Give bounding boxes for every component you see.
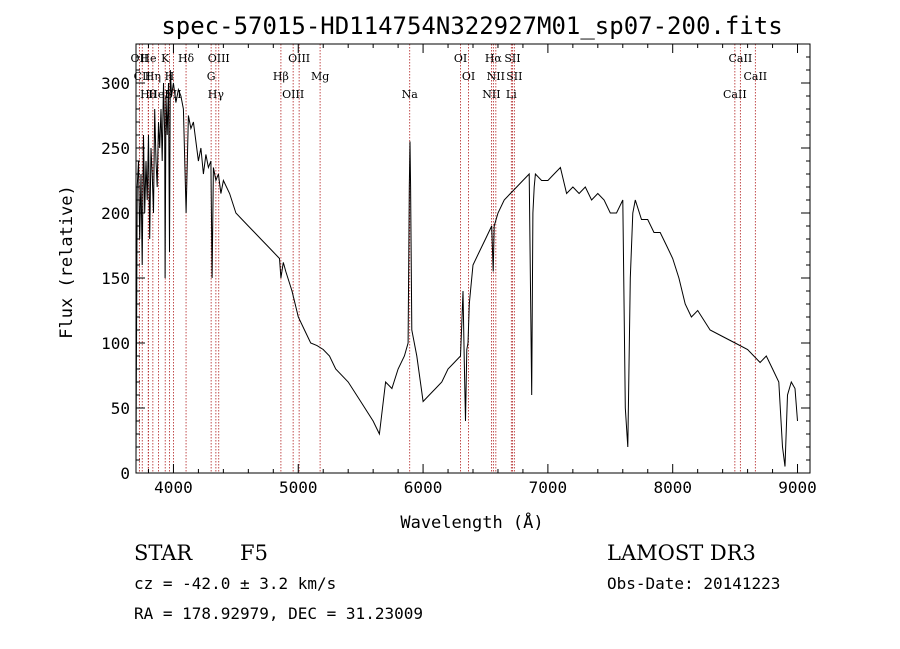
spectral-line-label: CaII	[743, 70, 767, 83]
spectral-line-label: CaII	[723, 88, 747, 101]
x-axis-ticks: 4000 5000 6000 7000 8000 9000	[147, 44, 817, 497]
y-tick-label: 150	[101, 269, 130, 288]
y-axis-label: Flux (relative)	[57, 185, 77, 339]
spectral-line-label: Hβ	[273, 70, 289, 83]
x-tick-label: 7000	[529, 478, 568, 497]
y-tick-label: 250	[101, 139, 130, 158]
x-tick-label: 6000	[404, 478, 443, 497]
spectral-line-label: SII	[506, 70, 522, 83]
spectral-line-labels: OIICIIHθHeHηHeIKHSIIHδGHγOIIIHβOIIIOIIIM…	[131, 52, 768, 101]
spectral-line-label: OIII	[282, 88, 304, 101]
spectral-line-label: He	[140, 52, 156, 65]
object-subclass: F5	[240, 541, 268, 565]
x-tick-label: 5000	[279, 478, 318, 497]
y-tick-label: 100	[101, 334, 130, 353]
spectral-line-label: CaII	[729, 52, 753, 65]
spectral-line-label: Hδ	[178, 52, 195, 65]
spectral-line-label: Mg	[311, 70, 329, 83]
spectral-line-label: SII	[504, 52, 520, 65]
y-tick-label: 0	[120, 464, 130, 483]
y-tick-label: 50	[111, 399, 130, 418]
x-tick-label: 9000	[778, 478, 817, 497]
y-axis-ticks: 0 50 100 150 200 250 300	[101, 56, 810, 483]
redshift-velocity: cz = -42.0 ± 3.2 km/s	[134, 574, 336, 593]
spectral-line-label: NII	[487, 70, 505, 83]
plot-frame	[135, 43, 811, 474]
spectral-line-label: G	[207, 70, 216, 83]
spectral-line-label: OI	[462, 70, 475, 83]
coordinates: RA = 178.92979, DEC = 31.23009	[134, 604, 423, 623]
spectral-line-label: OIII	[288, 52, 310, 65]
spectral-line-label: OIII	[208, 52, 230, 65]
spectral-line-label: K	[161, 52, 170, 65]
spectral-line-label: Hθ	[140, 88, 157, 101]
spectral-line-label: CII	[134, 70, 151, 83]
spectral-line-label: SII	[165, 88, 181, 101]
spectral-line-label: Na	[402, 88, 419, 101]
spectral-line-label: OII	[131, 52, 149, 65]
spectral-line-label: Hγ	[208, 88, 225, 101]
y-tick-label: 300	[101, 74, 130, 93]
spectral-line-label: OI	[454, 52, 467, 65]
x-tick-label: 8000	[653, 478, 692, 497]
spectral-line-label: Hη	[145, 70, 161, 83]
object-class: STAR	[134, 541, 193, 565]
chart-title: spec-57015-HD114754N322927M01_sp07-200.f…	[161, 12, 782, 40]
spectral-line-label: Li	[506, 88, 517, 101]
observation-date: Obs-Date: 20141223	[607, 574, 780, 593]
x-axis-label: Wavelength (Å)	[400, 511, 543, 533]
spectrum-series-line	[135, 69, 798, 467]
survey-name: LAMOST DR3	[607, 541, 756, 565]
spectral-line-label: Hα	[485, 52, 503, 65]
spectral-line-label: NII	[482, 88, 500, 101]
spectral-line-markers	[138, 44, 756, 473]
x-tick-label: 4000	[154, 478, 193, 497]
spectral-line-label: H	[165, 70, 175, 83]
y-tick-label: 200	[101, 204, 130, 223]
